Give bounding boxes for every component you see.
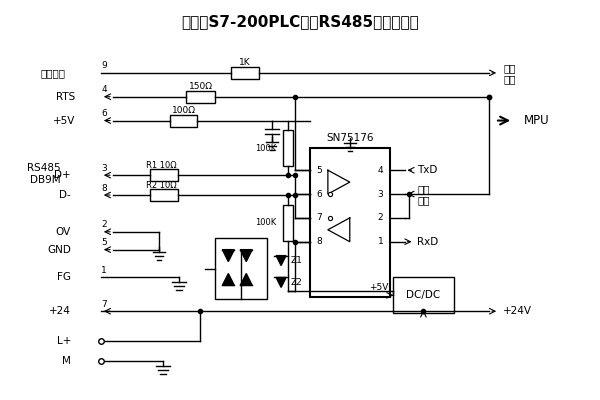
Polygon shape <box>276 278 286 287</box>
Text: 收发: 收发 <box>418 184 430 194</box>
Text: 2: 2 <box>378 213 383 222</box>
Bar <box>310 148 389 297</box>
Text: L+: L+ <box>56 336 71 346</box>
Bar <box>392 278 454 313</box>
Text: +5V: +5V <box>53 116 75 126</box>
Text: 100K: 100K <box>255 218 276 227</box>
Text: +5V: +5V <box>369 283 389 292</box>
Bar <box>170 114 197 126</box>
Bar <box>283 205 293 241</box>
Polygon shape <box>276 256 286 266</box>
Text: R2 10Ω: R2 10Ω <box>146 181 177 190</box>
Text: 5: 5 <box>316 166 322 175</box>
Text: 9: 9 <box>101 62 107 70</box>
Text: 8: 8 <box>316 237 322 246</box>
Text: 7: 7 <box>101 300 107 309</box>
Bar <box>283 130 293 166</box>
Text: 1K: 1K <box>239 58 251 68</box>
Text: TxD: TxD <box>418 165 438 175</box>
Text: RTS: RTS <box>56 92 75 102</box>
Text: GND: GND <box>47 245 71 255</box>
Text: 2: 2 <box>101 220 107 229</box>
Polygon shape <box>223 250 235 262</box>
Bar <box>185 91 215 103</box>
Text: 1: 1 <box>101 266 107 275</box>
Text: 3: 3 <box>101 164 107 173</box>
Text: 选择: 选择 <box>503 74 515 84</box>
Text: RxD: RxD <box>418 237 439 247</box>
Text: MPU: MPU <box>524 114 550 127</box>
Text: Z2: Z2 <box>291 278 303 287</box>
Text: 4: 4 <box>378 166 383 175</box>
Text: 协议选择: 协议选择 <box>40 68 65 78</box>
Text: 6: 6 <box>316 190 322 198</box>
Text: D+: D+ <box>55 170 71 180</box>
Bar <box>215 238 267 299</box>
Text: DC/DC: DC/DC <box>406 290 440 300</box>
Text: 100K: 100K <box>255 144 276 153</box>
Polygon shape <box>240 274 252 286</box>
Text: 6: 6 <box>101 109 107 118</box>
Text: 3: 3 <box>378 190 383 198</box>
Bar <box>149 189 178 201</box>
Text: +24V: +24V <box>503 306 532 316</box>
Text: R1 10Ω: R1 10Ω <box>146 161 177 170</box>
Polygon shape <box>223 274 235 286</box>
Text: D-: D- <box>59 190 71 200</box>
Text: M: M <box>62 356 71 366</box>
Text: 使能: 使能 <box>418 195 430 205</box>
Text: 8: 8 <box>101 184 107 192</box>
Text: 4: 4 <box>101 85 107 94</box>
Text: FG: FG <box>57 272 71 282</box>
Text: 150Ω: 150Ω <box>188 82 212 91</box>
Text: SN75176: SN75176 <box>326 134 374 144</box>
Text: DB9M: DB9M <box>31 175 61 185</box>
Text: +24: +24 <box>49 306 71 316</box>
Text: 7: 7 <box>316 213 322 222</box>
Text: 5: 5 <box>101 238 107 247</box>
Bar <box>232 67 259 79</box>
Text: 协议: 协议 <box>503 63 515 73</box>
Text: Z1: Z1 <box>291 256 303 265</box>
Text: 100Ω: 100Ω <box>172 106 196 115</box>
Text: 西门子S7-200PLC内部RS485接口电路图: 西门子S7-200PLC内部RS485接口电路图 <box>181 14 419 29</box>
Polygon shape <box>240 250 252 262</box>
Text: OV: OV <box>56 227 71 237</box>
Bar <box>149 169 178 181</box>
Text: RS485: RS485 <box>28 163 61 173</box>
Text: 1: 1 <box>378 237 383 246</box>
